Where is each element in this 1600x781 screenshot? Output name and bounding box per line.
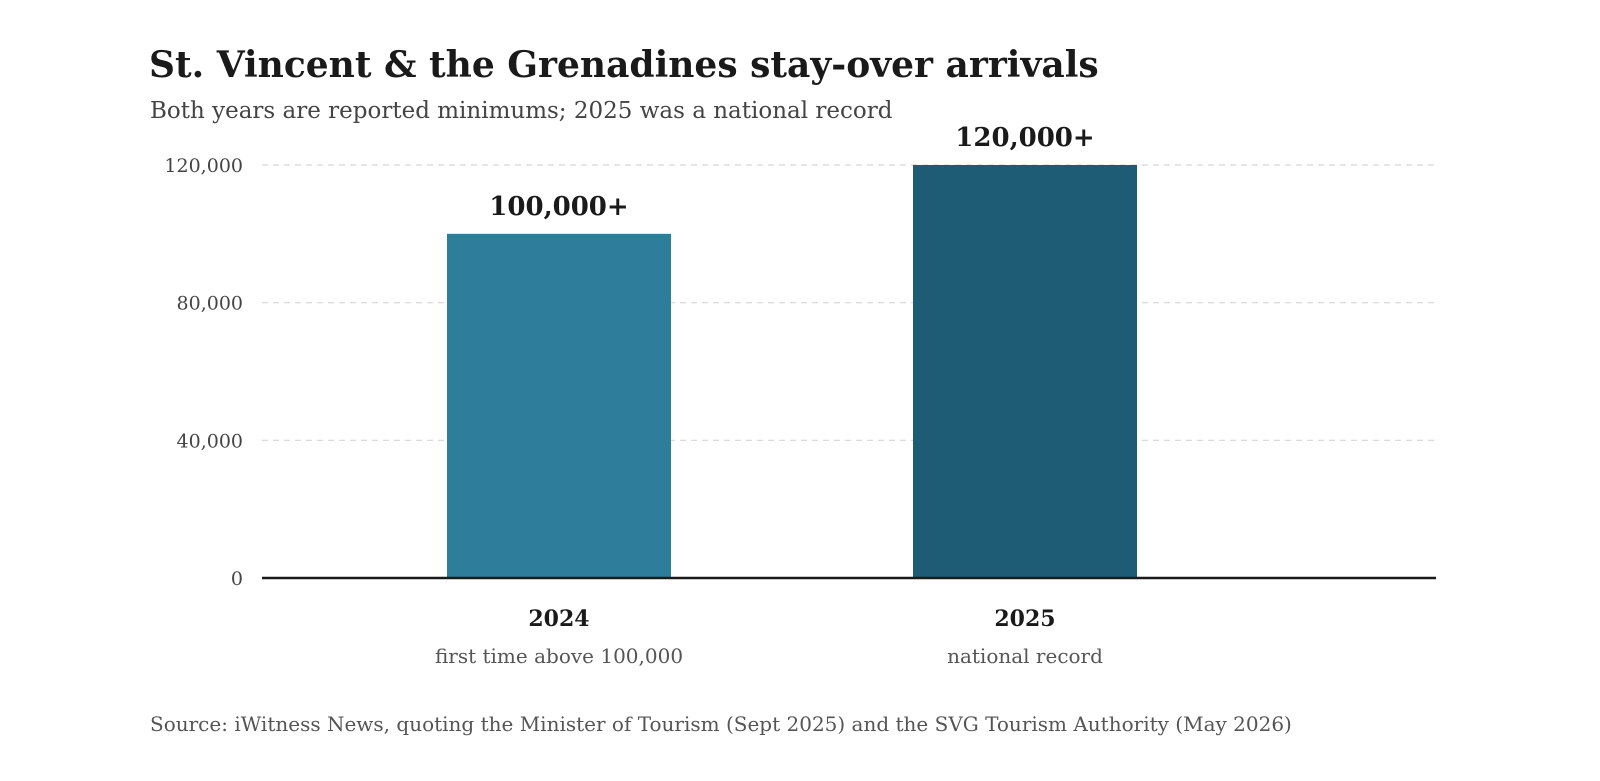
bar-labels: 100,000+ 120,000+ [489,123,1094,222]
source-note: Source: iWitness News, quoting the Minis… [150,712,1292,736]
chart-title: St. Vincent & the Grenadines stay-over a… [149,44,1099,86]
bar-2025 [913,165,1137,578]
y-tick-label: 0 [231,568,243,590]
y-axis-ticks: 0 40,000 80,000 120,000 [164,155,243,590]
x-category-label: 2024 [528,606,589,632]
bars [447,165,1137,579]
y-tick-label: 80,000 [177,293,243,315]
x-category-note: national record [947,644,1103,668]
bar-value-label: 100,000+ [489,192,628,222]
x-category-note: first time above 100,000 [435,644,683,668]
x-axis-categories: 2024 first time above 100,000 2025 national… [435,606,1103,668]
gridlines [262,164,1436,441]
chart-subtitle: Both years are reported minimums; 2025 w… [150,98,893,124]
bar-2024 [447,233,671,579]
bar-value-label: 120,000+ [955,123,1094,153]
x-category-label: 2025 [994,606,1055,632]
y-tick-label: 120,000 [164,155,243,177]
y-tick-label: 40,000 [177,430,243,452]
